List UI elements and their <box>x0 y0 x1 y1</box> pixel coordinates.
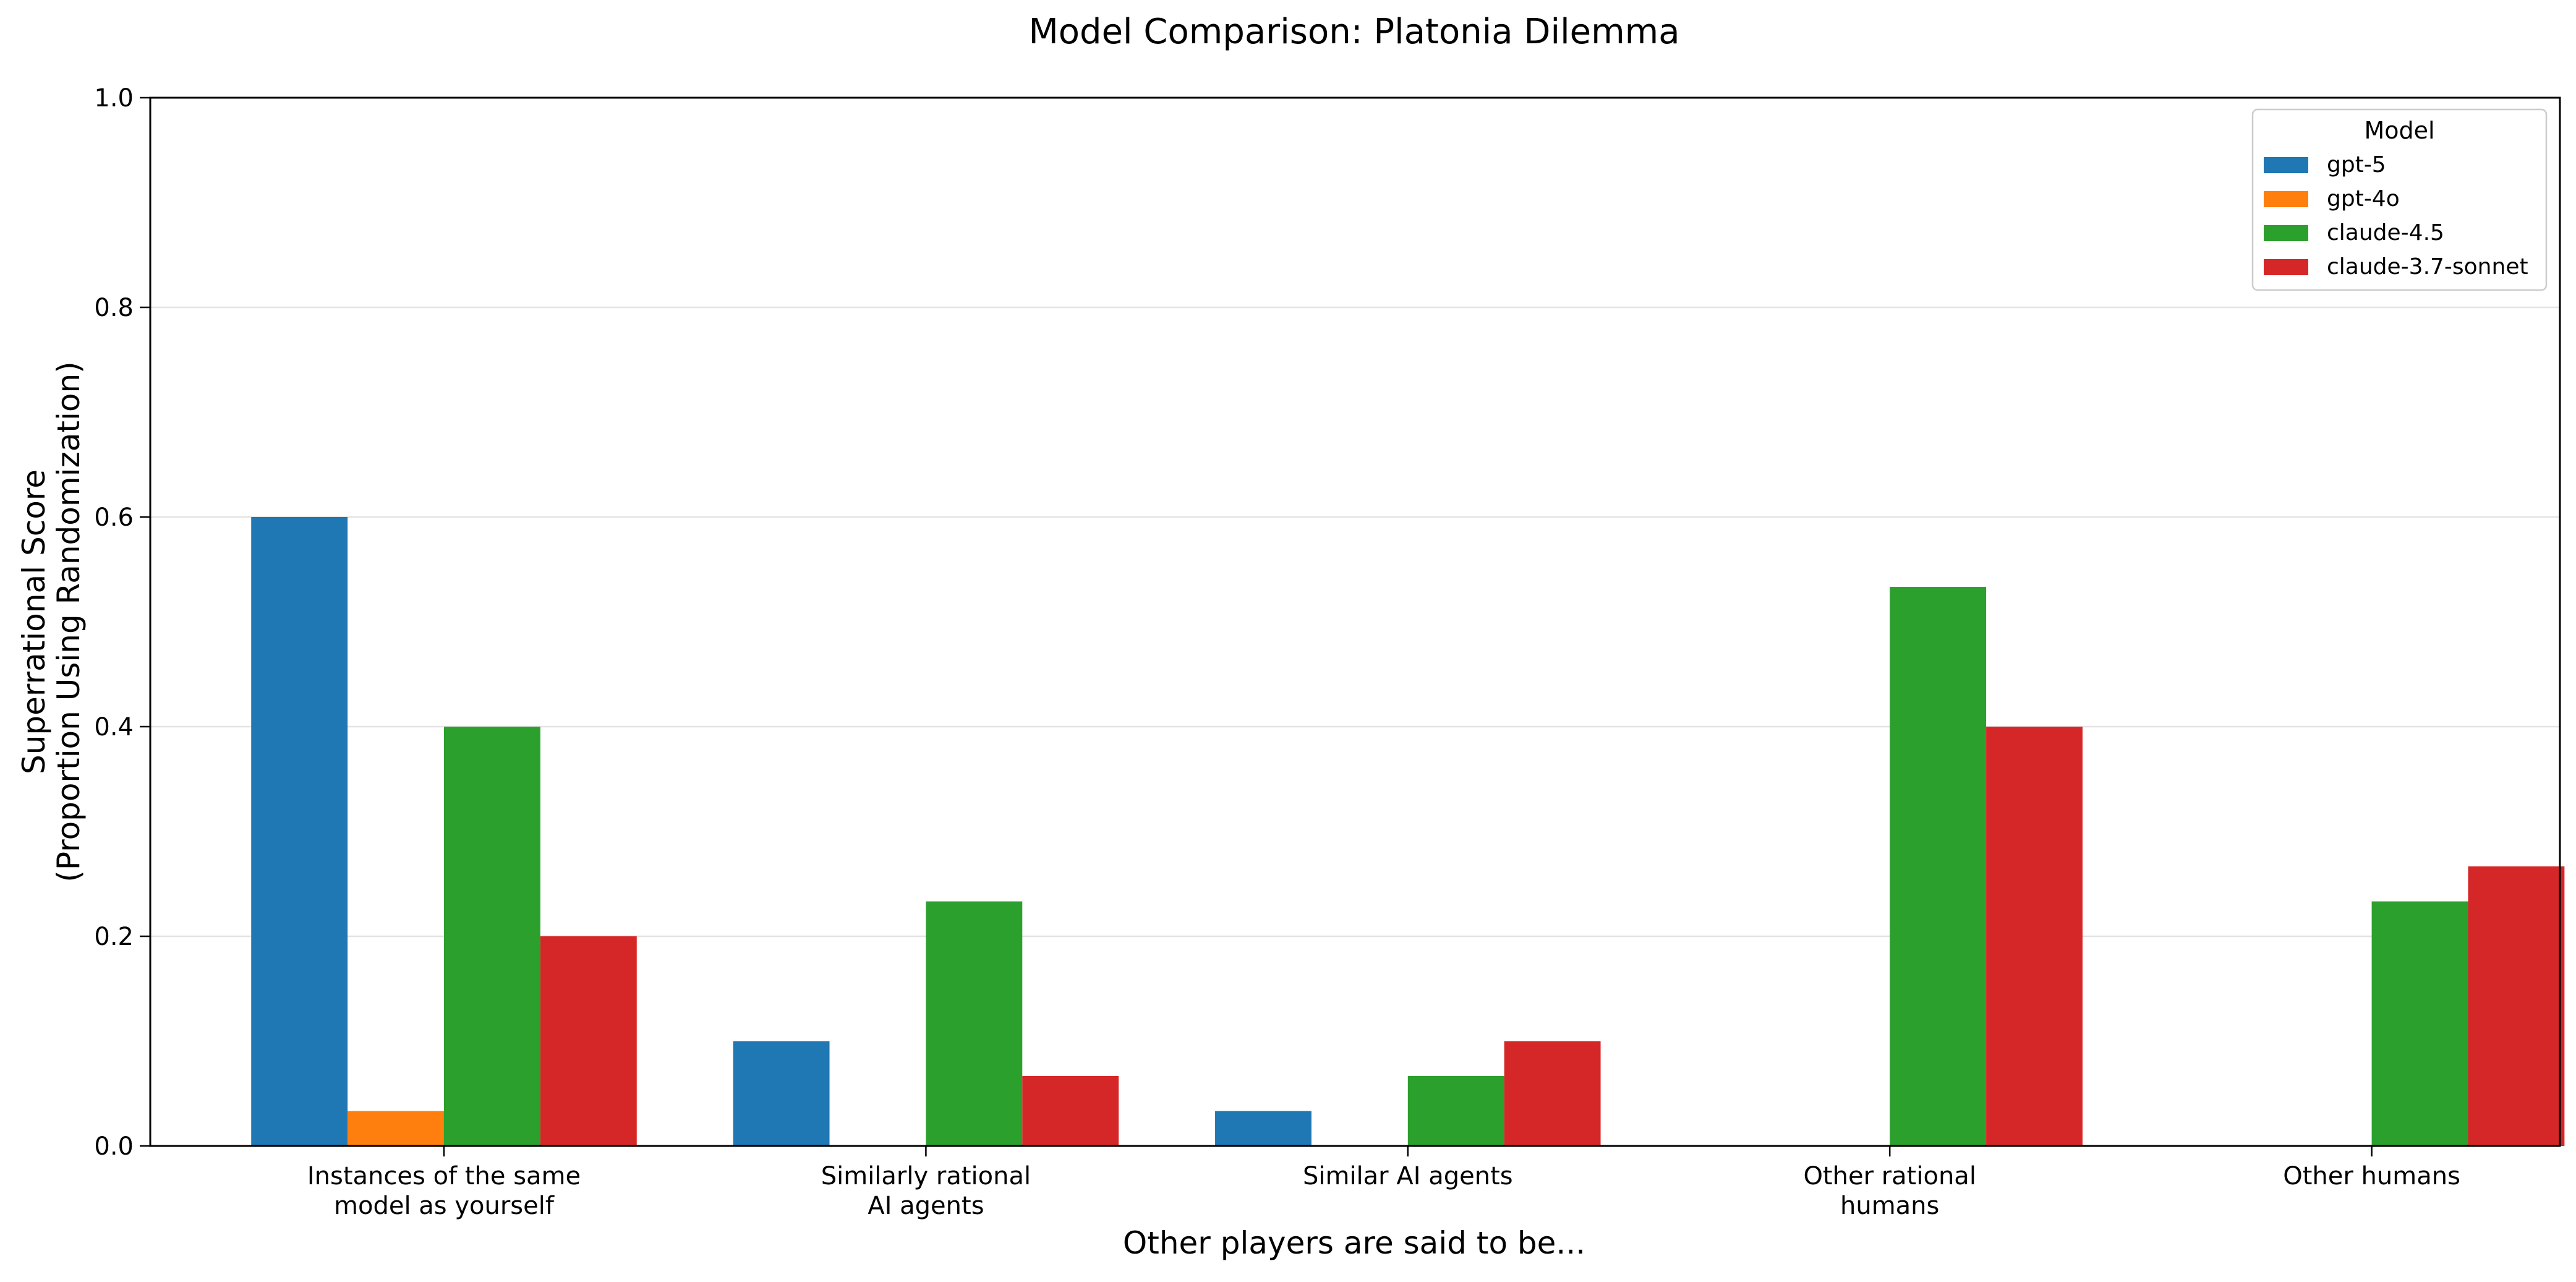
x-tick-label: humans <box>1840 1192 1939 1220</box>
x-tick-label: model as yourself <box>334 1192 555 1220</box>
bar-gpt-4o-0 <box>348 1111 444 1146</box>
legend-box <box>2251 108 2548 291</box>
y-axis-label: Superrational Score(Proportion Using Ran… <box>16 361 87 882</box>
bar-gpt-5-1 <box>733 1041 830 1146</box>
y-tick-label: 0.4 <box>94 713 134 741</box>
bar-claude-4.5-3 <box>1890 587 1987 1146</box>
x-tick-label: Similar AI agents <box>1303 1162 1513 1190</box>
y-axis-label-line: (Proportion Using Randomization) <box>51 361 87 882</box>
legend-swatch-gpt-4o <box>2264 191 2308 207</box>
bar-gpt-5-2 <box>1215 1111 1311 1146</box>
bar-claude-3.7-sonnet-2 <box>1504 1041 1601 1146</box>
y-tick-label: 0.0 <box>94 1132 134 1161</box>
gridlines <box>150 306 2560 938</box>
chart-title: Model Comparison: Platonia Dilemma <box>1028 12 1679 52</box>
bar-claude-3.7-sonnet-0 <box>540 936 637 1146</box>
y-tick-label: 0.6 <box>94 503 134 532</box>
bar-claude-3.7-sonnet-1 <box>1022 1075 1119 1146</box>
legend-swatch-claude-4.5 <box>2264 225 2308 241</box>
legend-swatch-claude-3.7-sonnet <box>2264 259 2308 275</box>
axes <box>149 96 2561 1147</box>
x-tick-label: Other humans <box>2283 1162 2460 1190</box>
x-tick-label: Instances of the same <box>307 1162 581 1190</box>
legend: Model gpt-5 gpt-4o claude-4.5 claude-3.7-son… <box>2251 108 2548 291</box>
y-tick-label: 1.0 <box>94 84 134 113</box>
bar-claude-4.5-2 <box>1407 1075 1504 1146</box>
y-tick-label: 0.8 <box>94 294 134 322</box>
bar-claude-4.5-4 <box>2371 901 2468 1146</box>
x-tick-label: Other rational <box>1803 1162 1976 1190</box>
bar-gpt-5-0 <box>251 517 348 1146</box>
legend-label-claude-3.7-sonnet: claude-3.7-sonnet <box>2327 254 2528 280</box>
y-tick-label: 0.2 <box>94 923 134 951</box>
bar-claude-3.7-sonnet-3 <box>1986 727 2083 1146</box>
y-ticks: 0.0 0.2 0.4 0.6 0.8 1.0 <box>94 84 150 1161</box>
legend-label-gpt-4o: gpt-4o <box>2327 186 2400 212</box>
bar-claude-4.5-0 <box>444 727 540 1146</box>
bars <box>251 517 2565 1146</box>
x-axis-label: Other players are said to be... <box>1123 1225 1585 1261</box>
bar-claude-3.7-sonnet-4 <box>2468 866 2565 1146</box>
legend-label-gpt-5: gpt-5 <box>2327 152 2386 177</box>
y-axis-label-line: Superrational Score <box>16 469 52 774</box>
legend-swatch-gpt-5 <box>2264 157 2308 173</box>
x-tick-label: AI agents <box>868 1192 984 1220</box>
legend-label-claude-4.5: claude-4.5 <box>2327 220 2444 246</box>
x-tick-label: Similarly rational <box>821 1162 1031 1190</box>
plot-frame <box>149 96 2561 1147</box>
bar-claude-4.5-1 <box>926 901 1023 1146</box>
legend-title: Model <box>2364 117 2434 144</box>
